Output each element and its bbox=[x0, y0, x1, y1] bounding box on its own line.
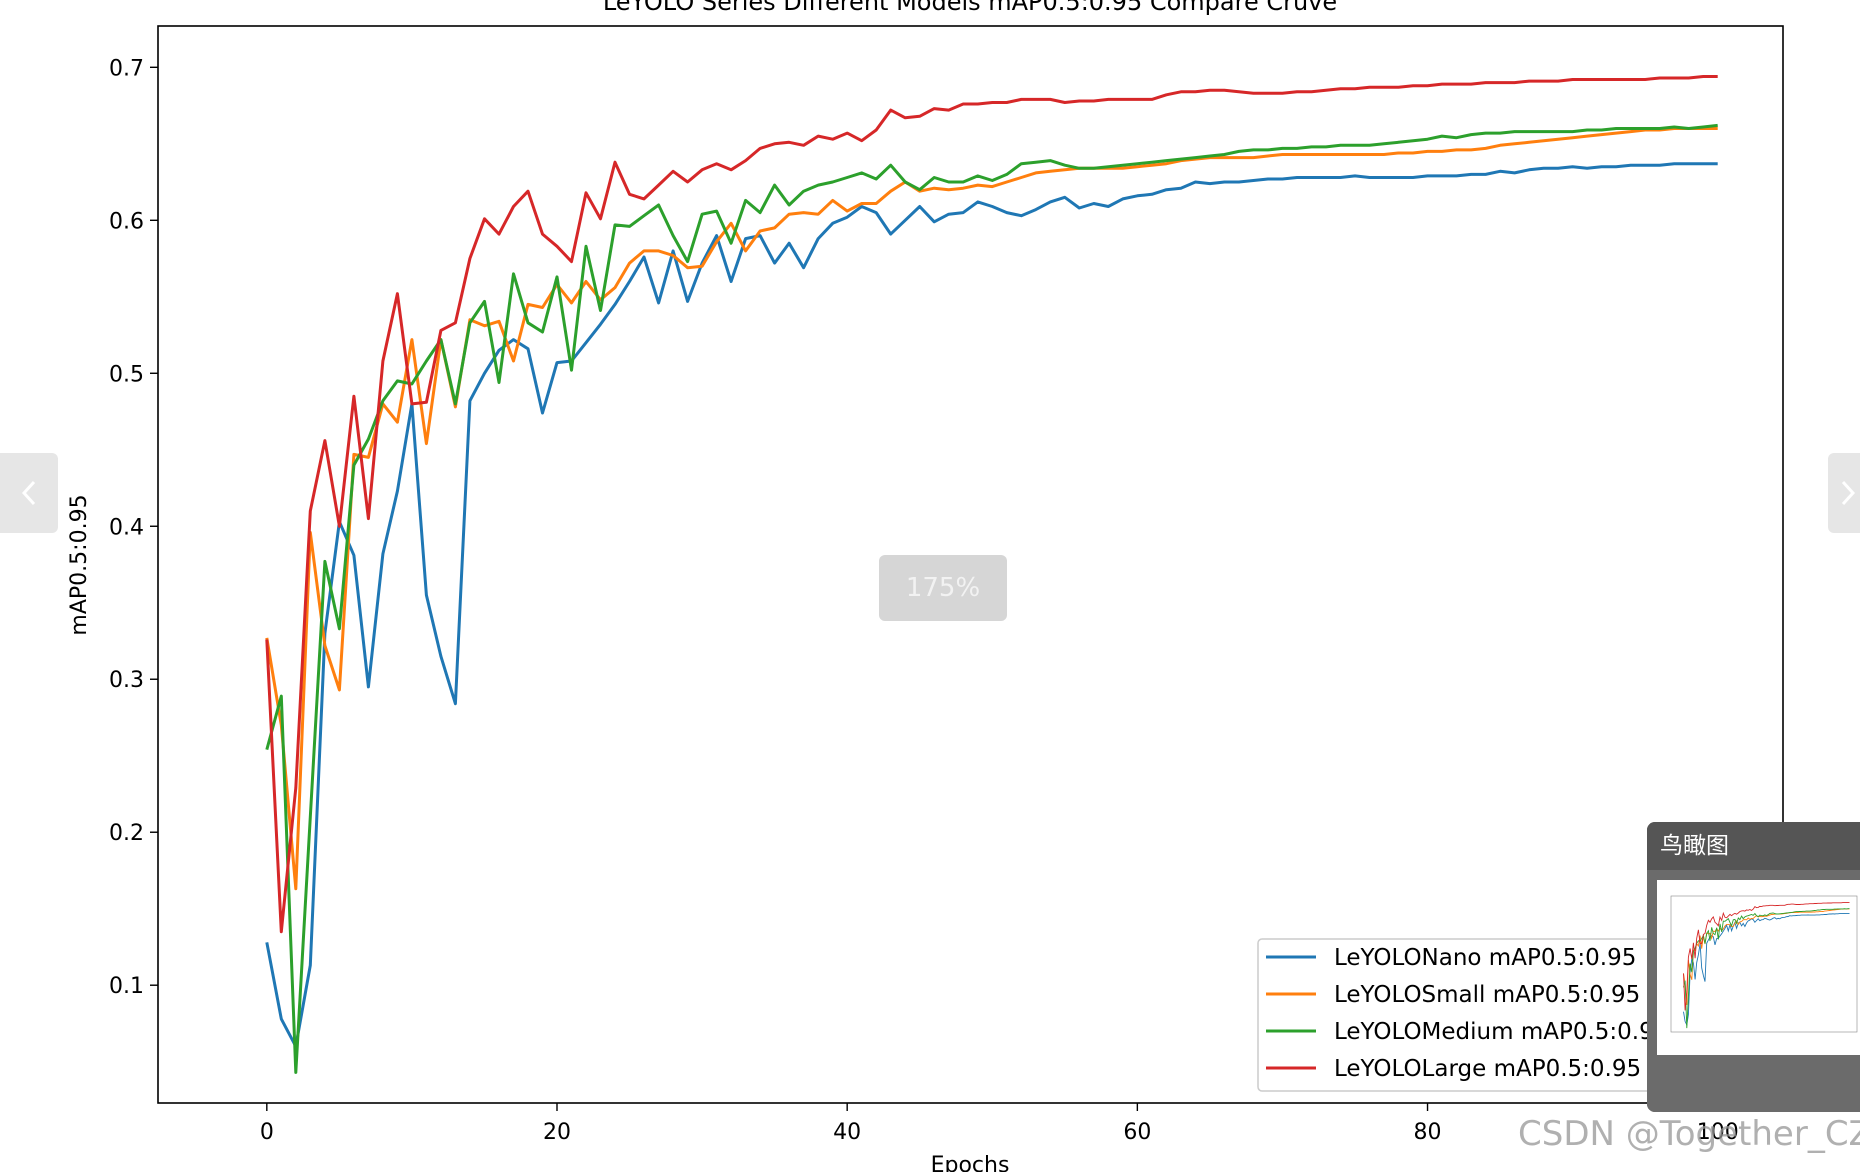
birdseye-thumbnail[interactable] bbox=[1657, 880, 1860, 1055]
x-tick-label: 40 bbox=[833, 1120, 861, 1145]
legend-label: LeYOLONano mAP0.5:0.95 bbox=[1334, 945, 1636, 971]
thumbnail-series-line bbox=[1683, 908, 1850, 1029]
x-tick-label: 20 bbox=[543, 1120, 571, 1145]
legend-label: LeYOLOSmall mAP0.5:0.95 bbox=[1334, 982, 1640, 1008]
thumbnail-series-line bbox=[1683, 908, 1850, 1006]
legend-label: LeYOLOLarge mAP0.5:0.95 bbox=[1334, 1056, 1641, 1082]
y-tick-label: 0.7 bbox=[109, 56, 144, 81]
series-line bbox=[265, 75, 1718, 934]
thumbnail-frame bbox=[1670, 895, 1858, 1033]
series-line bbox=[265, 162, 1718, 1048]
next-image-button[interactable] bbox=[1828, 453, 1860, 533]
legend-label: LeYOLOMedium mAP0.5:0.95 bbox=[1334, 1019, 1668, 1045]
birdseye-panel[interactable]: 鸟瞰图 bbox=[1647, 822, 1860, 1112]
plot-lines bbox=[265, 75, 1718, 1074]
zoom-level-text: 175% bbox=[905, 573, 981, 603]
y-tick-label: 0.1 bbox=[109, 974, 144, 999]
y-tick-label: 0.2 bbox=[109, 821, 144, 846]
zoom-level-indicator: 175% bbox=[879, 555, 1007, 621]
watermark: CSDN @Together_CZ bbox=[1518, 1114, 1860, 1154]
chevron-right-icon bbox=[1841, 480, 1856, 506]
birdseye-title: 鸟瞰图 bbox=[1647, 822, 1860, 870]
chevron-left-icon bbox=[21, 480, 36, 506]
y-tick-label: 0.4 bbox=[109, 515, 144, 540]
x-tick-label: 80 bbox=[1414, 1120, 1442, 1145]
x-tick-label: 60 bbox=[1123, 1120, 1151, 1145]
y-axis: 0.1 0.2 0.3 0.4 0.5 0.6 0.7 bbox=[109, 56, 158, 999]
chart-title: LeYOLO Series Different Models mAP0.5:0.… bbox=[603, 0, 1337, 16]
thumbnail-series-line bbox=[1683, 901, 1850, 1011]
series-line bbox=[265, 123, 1718, 1074]
series-line bbox=[265, 127, 1718, 891]
previous-image-button[interactable] bbox=[0, 453, 58, 533]
x-tick-label: 0 bbox=[260, 1120, 274, 1145]
thumbnail-chart bbox=[1670, 895, 1858, 1033]
x-tick-label: 100 bbox=[1697, 1120, 1739, 1145]
y-tick-label: 0.5 bbox=[109, 362, 144, 387]
x-axis-label: Epochs bbox=[931, 1153, 1010, 1172]
x-axis: 0 20 40 60 80 100 bbox=[260, 1103, 1739, 1145]
y-axis-label: mAP0.5:0.95 bbox=[67, 494, 92, 635]
y-tick-label: 0.3 bbox=[109, 668, 144, 693]
y-tick-label: 0.6 bbox=[109, 209, 144, 234]
